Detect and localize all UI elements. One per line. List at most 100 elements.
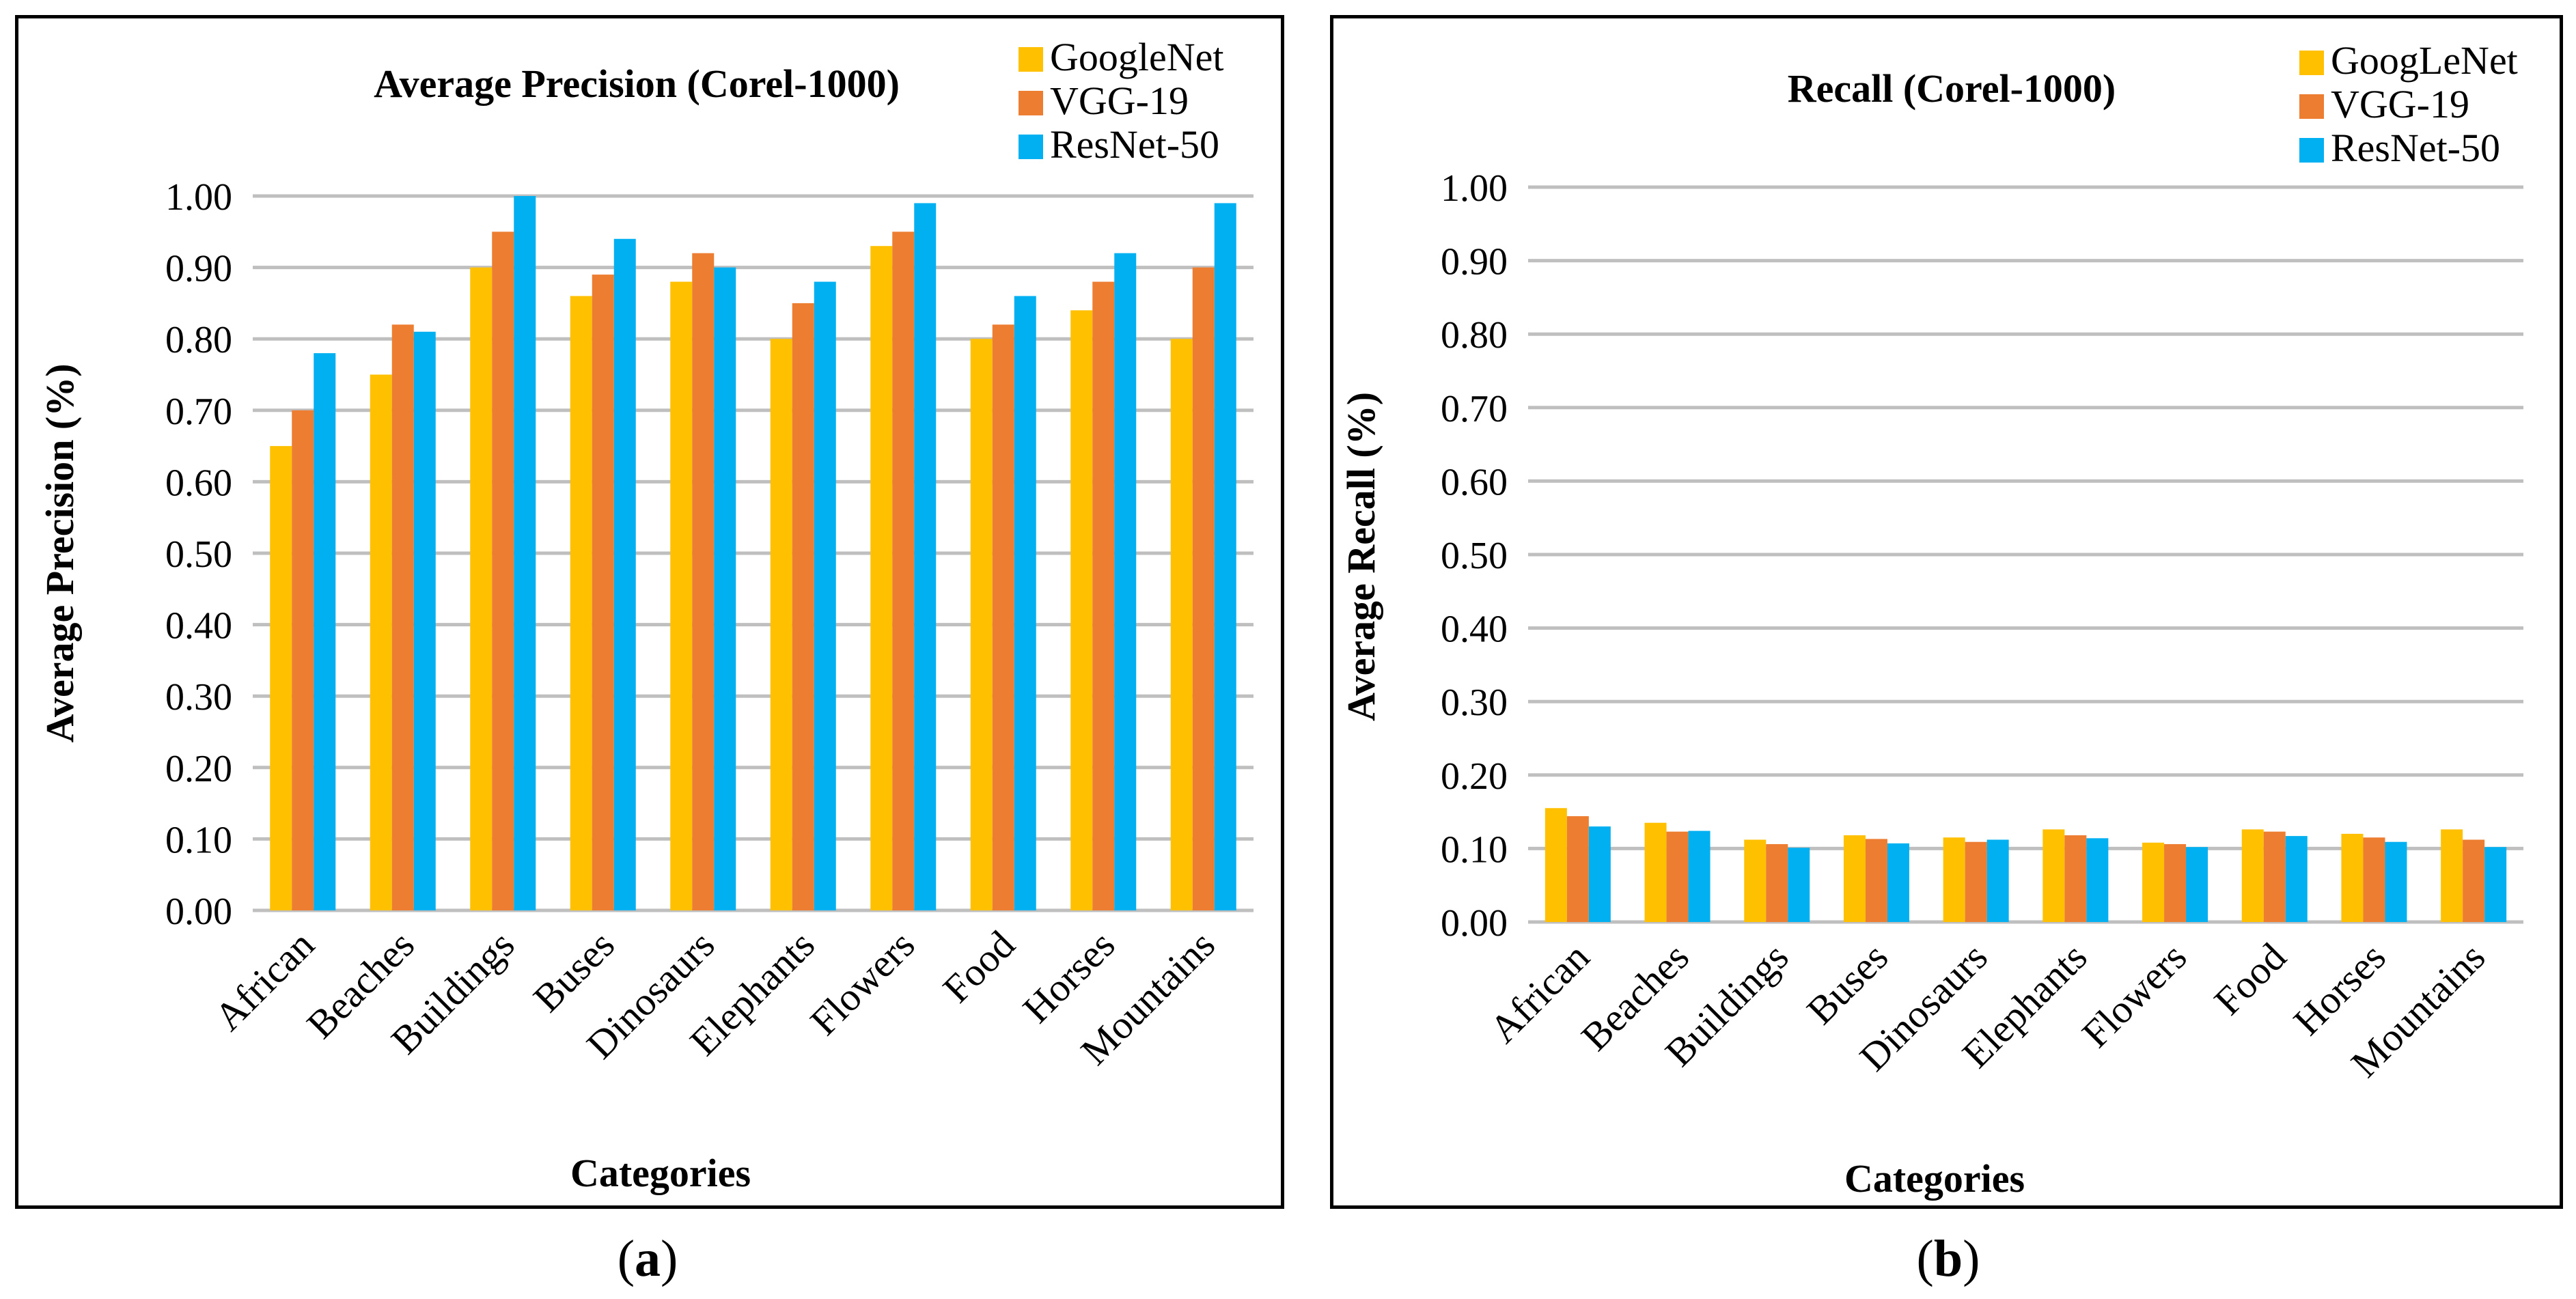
caption-a-letter: a — [635, 1230, 661, 1287]
caption-b: (b) — [1916, 1230, 1980, 1287]
precision-y-tick-label: 0.70 — [165, 391, 232, 433]
chart-panel-recall: 0.00 0.10 0.20 0.30 0.40 0.50 0.60 0.70 0.80 0.90… — [1330, 15, 2563, 1209]
precision-bar — [1070, 310, 1093, 910]
recall-y-tick-label: 0.10 — [1441, 828, 1508, 871]
recall-chart-title: Recall (Corel-1000) — [1788, 66, 2116, 111]
precision-x-tick-label: Food — [934, 922, 1023, 1011]
recall-series-vgg-19 — [1566, 816, 2485, 922]
precision-bar — [670, 281, 693, 910]
recall-x-tick-label: Flowers — [2073, 934, 2195, 1056]
precision-chart-title: Average Precision (Corel-1000) — [374, 61, 900, 106]
precision-y-tick-label: 0.30 — [165, 676, 232, 718]
precision-bar — [314, 353, 336, 910]
recall-bar — [2484, 847, 2507, 922]
recall-bar — [1545, 808, 1567, 922]
recall-legend-label: ResNet-50 — [2331, 126, 2500, 170]
recall-bar — [2241, 829, 2264, 922]
recall-bar — [1644, 822, 1667, 922]
recall-bars — [1545, 808, 2507, 922]
recall-bar — [2385, 841, 2407, 922]
recall-bar — [1566, 816, 1589, 922]
precision-y-tick-label: 0.50 — [165, 533, 232, 576]
recall-y-axis-label: Average Recall (%) — [1339, 392, 1383, 721]
recall-bar — [1766, 843, 1788, 922]
recall-bar — [2142, 842, 2165, 922]
recall-bar — [1688, 830, 1711, 922]
recall-bar — [1744, 839, 1767, 922]
recall-y-tick-label: 0.40 — [1441, 609, 1508, 651]
recall-y-tick-label: 0.60 — [1441, 461, 1508, 503]
precision-x-tick-label: Flowers — [801, 922, 923, 1044]
recall-chart: 0.00 0.10 0.20 0.30 0.40 0.50 0.60 0.70 0.80 0.90… — [1339, 38, 2523, 1201]
precision-bar — [613, 238, 636, 910]
precision-bar — [270, 446, 292, 910]
recall-bar — [1865, 839, 1887, 922]
recall-bar — [2285, 836, 2308, 922]
precision-y-tick-label: 0.60 — [165, 462, 232, 504]
recall-legend-label: VGG-19 — [2331, 82, 2469, 126]
recall-bar — [2341, 833, 2364, 922]
precision-x-axis-label: Categories — [570, 1151, 751, 1195]
precision-chart: 0.00 0.10 0.20 0.30 0.40 0.50 0.60 0.70 0.80 0.90… — [38, 35, 1254, 1195]
precision-bar — [514, 196, 536, 910]
recall-legend-swatch — [2299, 94, 2324, 119]
recall-y-tick-label: 0.50 — [1441, 535, 1508, 577]
recall-bar — [2064, 835, 2087, 922]
precision-legend-swatch — [1019, 47, 1043, 72]
precision-legend-swatch — [1019, 135, 1043, 159]
precision-bar — [391, 324, 414, 910]
precision-bar — [470, 267, 493, 911]
precision-bar — [792, 303, 814, 910]
precision-bar — [714, 267, 736, 911]
precision-y-tick-label: 0.40 — [165, 605, 232, 647]
precision-y-tick-label: 0.90 — [165, 248, 232, 290]
recall-bar — [1666, 831, 1689, 922]
precision-bar — [570, 296, 592, 910]
precision-legend-label: GoogleNet — [1050, 35, 1224, 79]
recall-bar — [2186, 847, 2208, 922]
precision-bar — [770, 339, 792, 910]
precision-bars — [270, 196, 1236, 911]
recall-y-tick-label: 0.70 — [1441, 388, 1508, 430]
recall-bar — [1887, 843, 1909, 922]
recall-y-ticks: 0.00 0.10 0.20 0.30 0.40 0.50 0.60 0.70 0.80 0.90… — [1441, 167, 1508, 945]
recall-legend-swatch — [2299, 138, 2324, 163]
recall-bar — [2164, 843, 2187, 922]
chart-panel-precision: 0.00 0.10 0.20 0.30 0.40 0.50 0.60 0.70 0.80 0.90… — [15, 15, 1284, 1209]
recall-y-tick-label: 1.00 — [1441, 167, 1508, 210]
recall-y-tick-label: 0.30 — [1441, 682, 1508, 724]
precision-bar — [1192, 267, 1215, 911]
precision-series-vgg-19 — [292, 232, 1215, 911]
recall-bar — [2086, 838, 2109, 922]
recall-bar — [2263, 831, 2286, 922]
precision-y-ticks: 0.00 0.10 0.20 0.30 0.40 0.50 0.60 0.70 0.80 0.90… — [165, 176, 232, 933]
precision-bar — [1014, 296, 1036, 910]
recall-series-googlenet — [1545, 808, 2463, 922]
precision-bar — [592, 275, 614, 910]
recall-legend-label: GoogLeNet — [2331, 38, 2518, 83]
precision-bar — [413, 331, 436, 910]
precision-series-googlenet — [270, 246, 1193, 911]
recall-y-tick-label: 0.20 — [1441, 755, 1508, 798]
precision-y-tick-label: 1.00 — [165, 176, 232, 219]
caption-b-letter: b — [1933, 1230, 1963, 1287]
recall-bar — [1788, 848, 1810, 922]
recall-bar — [2441, 829, 2463, 922]
recall-y-tick-label: 0.00 — [1441, 902, 1508, 945]
recall-y-tick-label: 0.90 — [1441, 241, 1508, 283]
precision-bar — [992, 324, 1014, 910]
precision-y-tick-label: 0.80 — [165, 319, 232, 361]
recall-bar — [2363, 837, 2385, 922]
precision-bar — [892, 232, 915, 910]
recall-gridlines — [1528, 185, 2523, 924]
recall-x-tick-label: Food — [2206, 934, 2295, 1023]
precision-y-tick-label: 0.20 — [165, 748, 232, 790]
precision-legend-label: ResNet-50 — [1050, 122, 1219, 167]
precision-legend-label: VGG-19 — [1050, 79, 1189, 123]
recall-bar — [2463, 839, 2485, 922]
precision-y-tick-label: 0.10 — [165, 819, 232, 861]
precision-bar — [492, 232, 514, 910]
